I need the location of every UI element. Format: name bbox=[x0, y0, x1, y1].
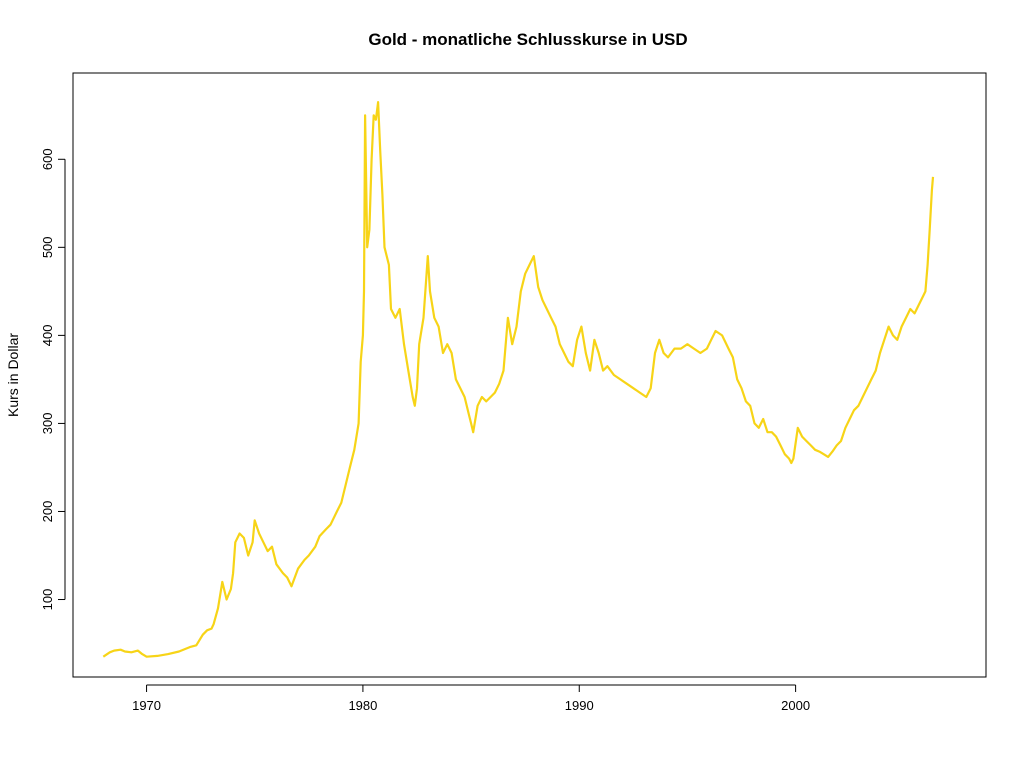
plot-frame bbox=[72, 72, 987, 678]
x-tick-label: 1990 bbox=[565, 698, 594, 713]
gold-price-line bbox=[102, 100, 935, 658]
y-tick-label: 200 bbox=[40, 501, 55, 523]
chart-title: Gold - monatliche Schlusskurse in USD bbox=[368, 30, 687, 49]
x-tick-label: 1970 bbox=[132, 698, 161, 713]
x-tick-label: 2000 bbox=[781, 698, 810, 713]
y-axis-label: Kurs in Dollar bbox=[5, 333, 21, 417]
x-axis: 1970 1980 1990 2000 bbox=[132, 684, 810, 713]
y-tick-label: 300 bbox=[40, 413, 55, 435]
y-tick-label: 500 bbox=[40, 236, 55, 258]
y-tick-label: 400 bbox=[40, 325, 55, 347]
x-tick-label: 1980 bbox=[348, 698, 377, 713]
y-tick-label: 600 bbox=[40, 148, 55, 170]
series-layer bbox=[102, 100, 935, 658]
y-axis: 100 200 300 400 500 600 bbox=[40, 148, 66, 611]
y-tick-label: 100 bbox=[40, 589, 55, 611]
